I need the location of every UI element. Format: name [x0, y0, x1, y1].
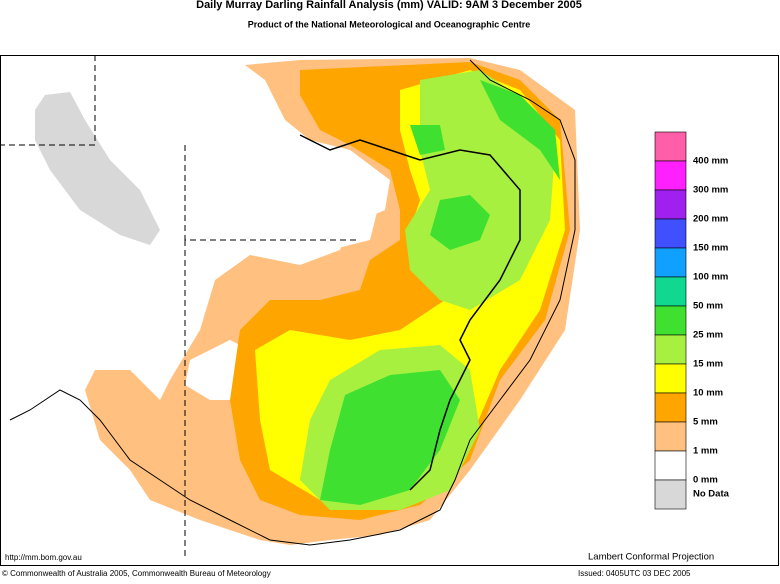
legend-swatch: [654, 334, 687, 365]
legend-swatch: [654, 160, 687, 191]
legend-swatch: [654, 392, 687, 423]
legend-swatch: [654, 305, 687, 336]
rain-0mm: [290, 165, 380, 250]
legend-swatch: [654, 131, 687, 162]
legend-label: 1 mm: [693, 446, 718, 457]
legend-label: 200 mm: [693, 214, 728, 225]
coastline: [9, 59, 576, 546]
legend-label: 25 mm: [693, 330, 723, 341]
rain-25mm: [430, 195, 490, 250]
legend-label: No Data: [693, 489, 730, 500]
url: http://mm.bom.gov.au: [5, 553, 82, 562]
map: [0, 55, 779, 566]
legend-label: 5 mm: [693, 417, 718, 428]
rain-25mm: [410, 125, 445, 155]
legend: 400 mm 300 mm 200 mm 150 mm 100 mm 50 mm 25 mm…: [654, 131, 730, 510]
legend-label: 15 mm: [693, 359, 723, 370]
issued: Issued: 0405UTC 03 DEC 2005: [578, 569, 691, 578]
legend-swatch: [654, 218, 687, 249]
copyright: © Commonwealth of Australia 2005, Common…: [2, 569, 271, 578]
legend-label: 0 mm: [693, 475, 718, 486]
legend-label: 50 mm: [693, 301, 723, 312]
projection: Lambert Conformal Projection: [588, 552, 714, 563]
legend-swatch: [654, 247, 687, 278]
subtitle: Product of the National Meteorological a…: [248, 19, 531, 29]
basin-boundary: [299, 134, 521, 491]
legend-label: 10 mm: [693, 388, 723, 399]
legend-swatch: [654, 479, 687, 510]
rain-25mm: [320, 370, 460, 505]
title: Daily Murray Darling Rainfall Analysis (…: [196, 0, 582, 11]
legend-swatch: [654, 189, 687, 220]
legend-swatch: [654, 276, 687, 307]
no-data-area: [35, 92, 160, 245]
legend-label: 300 mm: [693, 185, 728, 196]
state-border: [0, 55, 360, 560]
legend-label: 150 mm: [693, 243, 728, 254]
legend-swatch: [654, 363, 687, 394]
legend-swatch: [654, 450, 687, 481]
rain-25mm: [480, 80, 560, 180]
legend-label: 100 mm: [693, 272, 728, 283]
legend-swatch: [654, 421, 687, 452]
legend-label: 400 mm: [693, 156, 728, 167]
